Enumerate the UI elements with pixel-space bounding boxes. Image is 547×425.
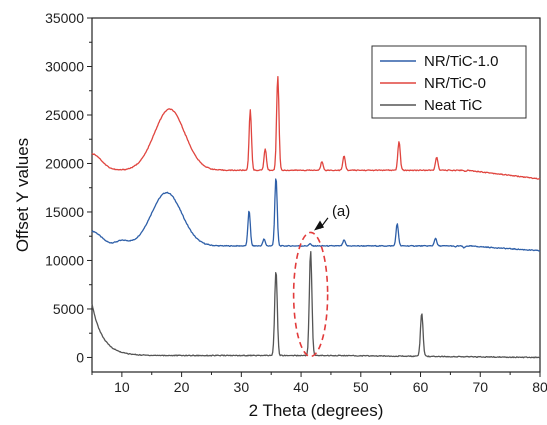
- x-axis: 10 20 30 40 50 60 70 80: [91, 372, 547, 395]
- x-tick-label: 60: [413, 379, 429, 395]
- y-tick-label: 35000: [45, 10, 84, 26]
- y-tick-label: 10000: [45, 252, 84, 268]
- x-tick-label: 40: [293, 379, 309, 395]
- x-tick-label: 30: [234, 379, 250, 395]
- x-tick-label: 50: [353, 379, 369, 395]
- y-tick-label: 15000: [45, 204, 84, 220]
- x-axis-title: 2 Theta (degrees): [249, 401, 384, 420]
- y-tick-label: 5000: [53, 301, 84, 317]
- y-tick-label: 0: [76, 349, 84, 365]
- legend-box: [371, 45, 527, 119]
- series-line: [91, 178, 541, 252]
- y-tick-label: 30000: [45, 58, 84, 74]
- annotation-arrow-head: [314, 220, 325, 231]
- x-tick-label: 20: [174, 379, 190, 395]
- legend: NR/TiC-1.0 NR/TiC-0 Neat TiC: [371, 45, 527, 119]
- series-neat-tic: [91, 251, 541, 359]
- x-tick-label: 70: [472, 379, 488, 395]
- legend-item: NR/TiC-1.0: [380, 53, 498, 70]
- legend-label: Neat TiC: [424, 97, 483, 114]
- legend-item: NR/TiC-0: [380, 75, 486, 92]
- plot-area: (a) 10 20 30 40 50 60 70 80 0 5000 10000 15000 2000…: [45, 10, 547, 395]
- x-tick-label: 80: [532, 379, 547, 395]
- legend-item: Neat TiC: [380, 97, 483, 114]
- y-tick-label: 25000: [45, 107, 84, 123]
- x-tick-label: 10: [114, 379, 130, 395]
- y-axis-title: Offset Y values: [13, 138, 32, 252]
- series-nr-tic-0: [91, 75, 541, 180]
- y-tick-label: 20000: [45, 155, 84, 171]
- legend-label: NR/TiC-0: [424, 75, 486, 92]
- series-layer: [91, 75, 541, 359]
- annotation-label: (a): [332, 203, 350, 220]
- plot-frame: [91, 17, 541, 373]
- y-axis: 0 5000 10000 15000 20000 25000 30000 35000: [45, 10, 92, 365]
- highlight-ellipse: [292, 231, 329, 358]
- series-line: [91, 251, 541, 359]
- legend-label: NR/TiC-1.0: [424, 53, 498, 70]
- series-line: [91, 75, 541, 180]
- series-nr-tic-1-0: [91, 178, 541, 252]
- annotation-layer: (a): [292, 203, 350, 358]
